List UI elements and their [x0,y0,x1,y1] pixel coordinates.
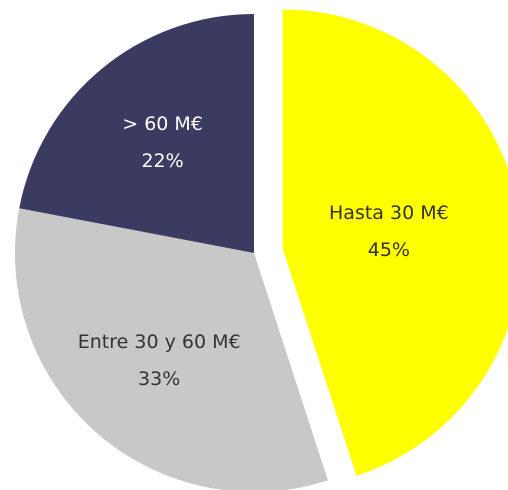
pie-slice [15,208,328,490]
value-label: 45% [367,238,410,261]
slice-label: > 60 M€ 22% [68,106,258,180]
pie-slice [19,14,254,253]
category-label: Entre 30 y 60 M€ [77,330,241,353]
category-label: Hasta 30 M€ [329,201,449,224]
value-label: 22% [141,149,184,172]
category-label: > 60 M€ [122,112,203,135]
slice-label: Hasta 30 M€ 45% [294,195,484,269]
value-label: 33% [138,367,181,390]
slice-label: Entre 30 y 60 M€ 33% [64,324,254,398]
pie-slice [282,9,508,476]
